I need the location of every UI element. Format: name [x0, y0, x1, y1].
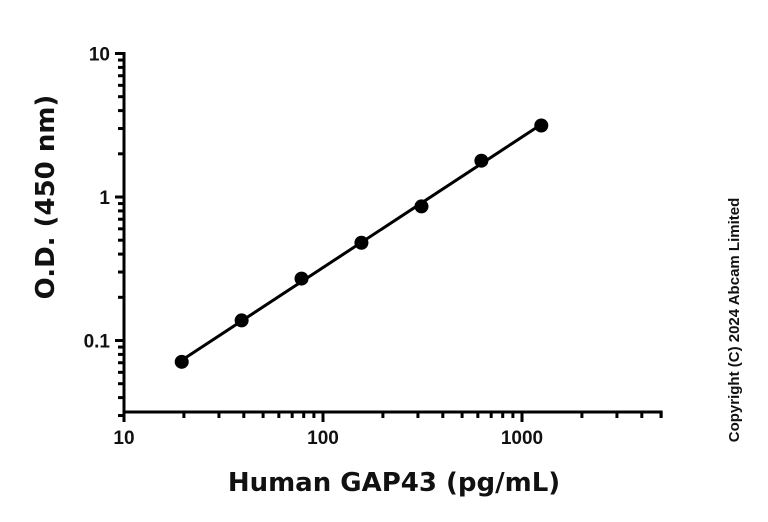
data-point	[414, 199, 429, 214]
y-tick-label: 10	[89, 45, 110, 66]
data-point	[474, 153, 489, 168]
y-tick-label: 0.1	[84, 332, 111, 353]
x-tick-label: 100	[307, 428, 339, 449]
y-tick-label: 1	[99, 188, 110, 209]
data-point	[354, 235, 369, 250]
x-tick-label: 1000	[501, 428, 543, 449]
data-points	[174, 118, 549, 369]
data-point	[534, 118, 549, 133]
data-point	[174, 354, 189, 369]
data-point	[294, 271, 309, 286]
copyright-notice: Copyright (C) 2024 Abcam Limited	[726, 198, 743, 442]
data-point	[234, 313, 249, 328]
y-axis-title: O.D. (450 nm)	[31, 95, 61, 300]
x-axis: 10 100 1000	[113, 410, 663, 449]
y-axis: 0.1 1 10	[84, 45, 126, 418]
x-tick-label: 10	[113, 428, 134, 449]
x-axis-title: Human GAP43 (pg/mL)	[228, 468, 560, 498]
